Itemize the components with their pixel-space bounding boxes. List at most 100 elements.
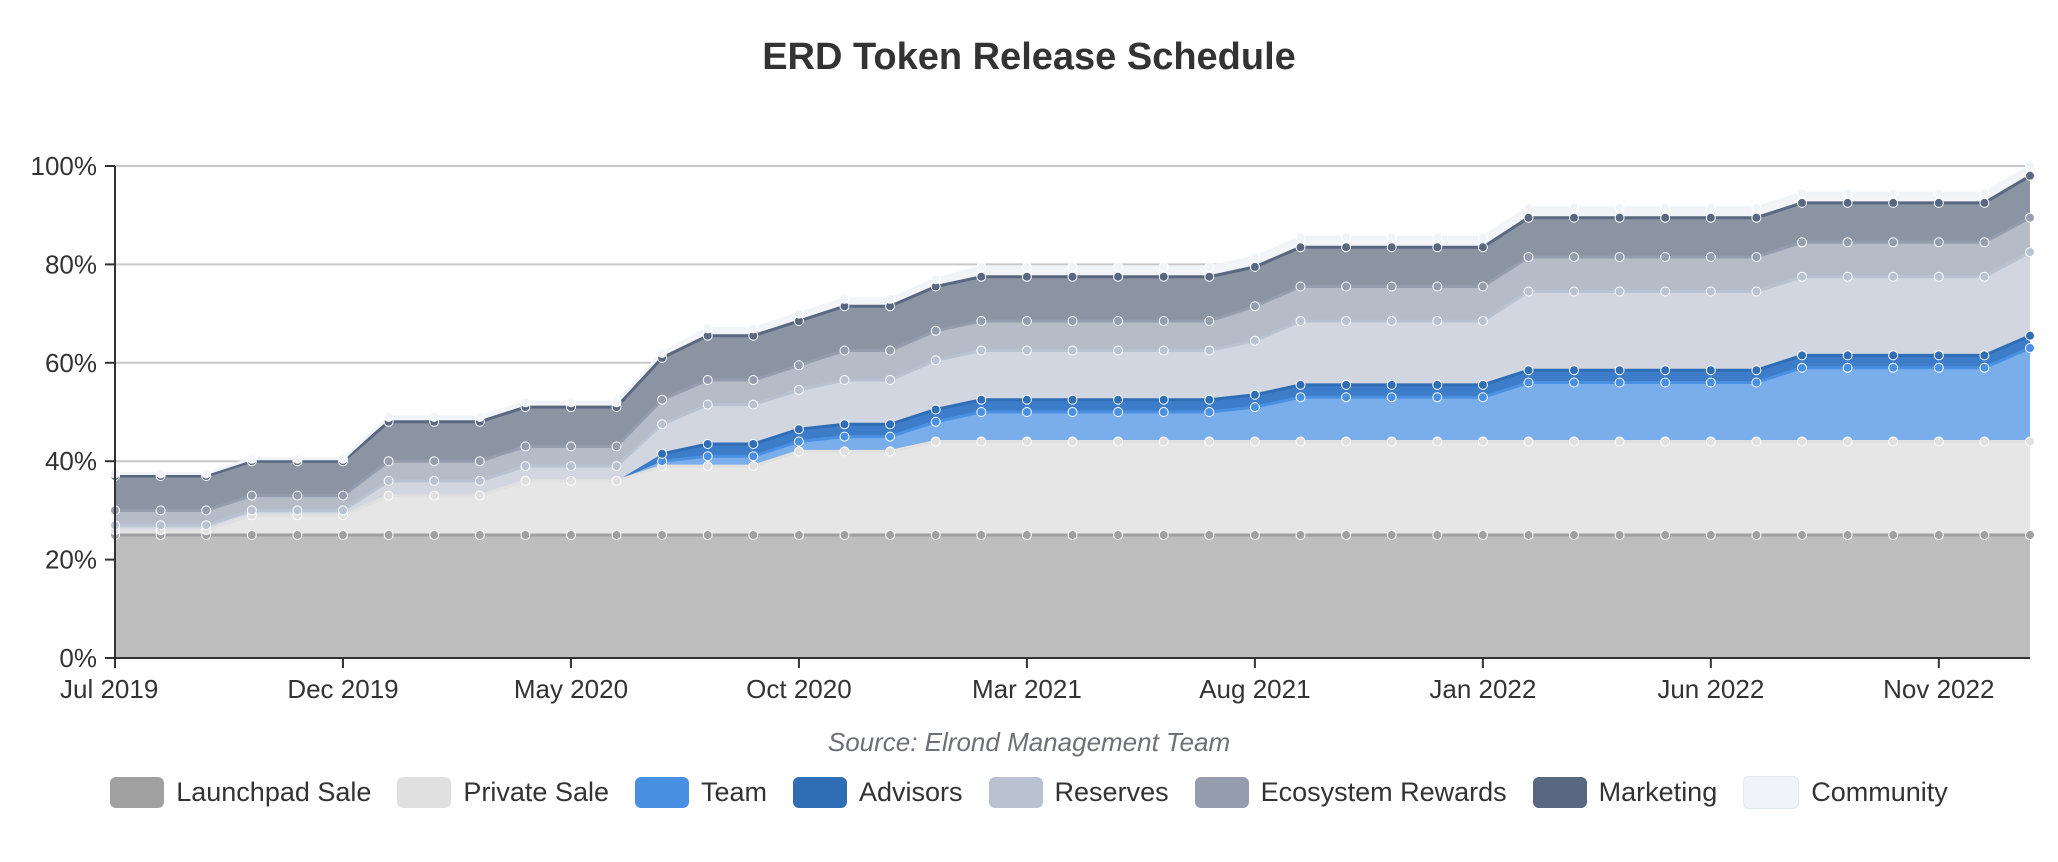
- point-marketing[interactable]: [1751, 212, 1762, 223]
- point-ecosystem-rewards[interactable]: [1933, 237, 1944, 248]
- point-launchpad-sale[interactable]: [429, 530, 440, 540]
- point-ecosystem-rewards[interactable]: [1614, 252, 1625, 262]
- point-launchpad-sale[interactable]: [1614, 530, 1625, 540]
- point-community[interactable]: [1979, 188, 1990, 199]
- point-reserves[interactable]: [1067, 345, 1078, 356]
- point-launchpad-sale[interactable]: [1477, 530, 1488, 540]
- point-community[interactable]: [1204, 261, 1215, 272]
- point-advisors[interactable]: [1979, 350, 1990, 361]
- point-reserves[interactable]: [793, 384, 804, 395]
- point-team[interactable]: [1797, 362, 1807, 373]
- point-ecosystem-rewards[interactable]: [1067, 316, 1078, 326]
- point-private-sale[interactable]: [1660, 436, 1671, 447]
- point-private-sale[interactable]: [1341, 436, 1352, 447]
- point-ecosystem-rewards[interactable]: [657, 394, 668, 405]
- point-private-sale[interactable]: [885, 446, 896, 457]
- point-marketing[interactable]: [1158, 271, 1169, 282]
- point-private-sale[interactable]: [2025, 436, 2035, 447]
- point-ecosystem-rewards[interactable]: [1888, 237, 1899, 248]
- point-launchpad-sale[interactable]: [748, 530, 759, 540]
- point-launchpad-sale[interactable]: [702, 530, 713, 540]
- point-ecosystem-rewards[interactable]: [1477, 281, 1488, 292]
- point-private-sale[interactable]: [976, 436, 987, 447]
- point-private-sale[interactable]: [1204, 436, 1215, 447]
- point-reserves[interactable]: [657, 419, 668, 430]
- point-launchpad-sale[interactable]: [1113, 530, 1124, 540]
- point-team[interactable]: [1705, 377, 1716, 388]
- point-advisors[interactable]: [1751, 365, 1762, 376]
- point-marketing[interactable]: [1295, 242, 1306, 253]
- point-launchpad-sale[interactable]: [1523, 530, 1534, 540]
- point-ecosystem-rewards[interactable]: [2025, 212, 2035, 223]
- point-team[interactable]: [976, 407, 987, 417]
- point-community[interactable]: [1751, 202, 1762, 213]
- point-advisors[interactable]: [1341, 379, 1352, 390]
- point-ecosystem-rewards[interactable]: [566, 441, 576, 452]
- point-ecosystem-rewards[interactable]: [155, 505, 166, 516]
- point-private-sale[interactable]: [1569, 436, 1579, 447]
- point-launchpad-sale[interactable]: [1295, 530, 1306, 540]
- point-community[interactable]: [246, 453, 257, 464]
- point-community[interactable]: [292, 453, 303, 464]
- point-reserves[interactable]: [839, 375, 850, 385]
- point-advisors[interactable]: [1569, 365, 1579, 376]
- point-reserves[interactable]: [520, 461, 531, 472]
- point-ecosystem-rewards[interactable]: [383, 456, 394, 467]
- point-launchpad-sale[interactable]: [1842, 530, 1853, 540]
- point-advisors[interactable]: [1295, 379, 1306, 390]
- point-advisors[interactable]: [1113, 394, 1124, 405]
- point-launchpad-sale[interactable]: [1386, 530, 1397, 540]
- point-community[interactable]: [1614, 202, 1625, 213]
- point-private-sale[interactable]: [1021, 436, 1032, 447]
- point-marketing[interactable]: [1797, 197, 1807, 208]
- point-reserves[interactable]: [1523, 286, 1534, 297]
- point-marketing[interactable]: [1204, 271, 1215, 282]
- point-advisors[interactable]: [885, 419, 896, 430]
- point-reserves[interactable]: [1158, 345, 1169, 356]
- point-launchpad-sale[interactable]: [1432, 530, 1443, 540]
- point-team[interactable]: [1477, 392, 1488, 403]
- point-reserves[interactable]: [1888, 271, 1899, 282]
- point-reserves[interactable]: [1386, 316, 1397, 326]
- point-community[interactable]: [429, 411, 440, 422]
- point-launchpad-sale[interactable]: [1067, 530, 1078, 540]
- point-private-sale[interactable]: [1523, 436, 1534, 447]
- point-community[interactable]: [611, 397, 622, 408]
- point-advisors[interactable]: [1933, 350, 1944, 361]
- point-marketing[interactable]: [1523, 212, 1534, 223]
- point-reserves[interactable]: [1979, 271, 1990, 282]
- point-marketing[interactable]: [1432, 242, 1443, 253]
- point-launchpad-sale[interactable]: [1204, 530, 1215, 540]
- point-ecosystem-rewards[interactable]: [1751, 252, 1762, 262]
- point-advisors[interactable]: [1523, 365, 1534, 376]
- point-team[interactable]: [1295, 392, 1306, 403]
- point-private-sale[interactable]: [1842, 436, 1853, 447]
- point-community[interactable]: [474, 411, 485, 422]
- point-community[interactable]: [520, 397, 531, 408]
- point-community[interactable]: [1067, 261, 1078, 272]
- point-reserves[interactable]: [930, 355, 941, 366]
- point-ecosystem-rewards[interactable]: [1979, 237, 1990, 248]
- point-community[interactable]: [566, 397, 576, 408]
- point-marketing[interactable]: [1660, 212, 1671, 223]
- point-private-sale[interactable]: [1158, 436, 1169, 447]
- point-community[interactable]: [1569, 202, 1579, 213]
- point-community[interactable]: [1341, 232, 1352, 243]
- point-marketing[interactable]: [1705, 212, 1716, 223]
- point-launchpad-sale[interactable]: [1021, 530, 1032, 540]
- point-advisors[interactable]: [702, 439, 713, 449]
- point-ecosystem-rewards[interactable]: [930, 325, 941, 336]
- point-private-sale[interactable]: [748, 461, 759, 472]
- point-community[interactable]: [1295, 232, 1306, 243]
- point-advisors[interactable]: [1386, 379, 1397, 390]
- point-advisors[interactable]: [1705, 365, 1716, 376]
- point-ecosystem-rewards[interactable]: [474, 456, 485, 467]
- point-marketing[interactable]: [976, 271, 987, 282]
- point-reserves[interactable]: [1842, 271, 1853, 282]
- point-marketing[interactable]: [1933, 197, 1944, 208]
- point-launchpad-sale[interactable]: [383, 530, 394, 540]
- point-marketing[interactable]: [1067, 271, 1078, 282]
- point-advisors[interactable]: [976, 394, 987, 405]
- point-community[interactable]: [1432, 232, 1443, 243]
- point-private-sale[interactable]: [1797, 436, 1807, 447]
